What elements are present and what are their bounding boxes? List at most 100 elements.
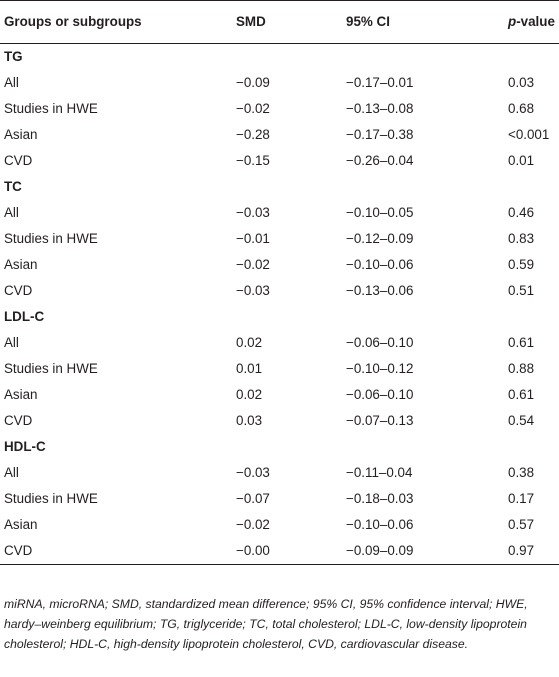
table-body: TG All −0.09 −0.17–0.01 0.03 Studies in HWE −0… — [0, 44, 559, 565]
ci-cell: −0.13–0.06 — [346, 283, 414, 298]
smd-cell: −0.02 — [236, 517, 270, 532]
header-pvalue-rest: -value — [516, 14, 555, 29]
pvalue-cell: 0.46 — [508, 205, 535, 220]
group-label: TC — [4, 179, 22, 194]
table-header: Groups or subgroups SMD 95% CI p-value — [0, 0, 559, 44]
pvalue-cell: 0.03 — [508, 75, 535, 90]
pvalue-cell: 0.51 — [508, 283, 535, 298]
subgroup-cell: CVD — [0, 538, 236, 565]
pvalue-cell: 0.01 — [508, 153, 535, 168]
table-row: Studies in HWE −0.01 −0.12–0.09 0.83 — [0, 226, 559, 252]
group-row-empty-cell — [346, 44, 508, 71]
header-pvalue-italic: p — [508, 14, 517, 29]
results-table: Groups or subgroups SMD 95% CI p-value T… — [0, 0, 559, 565]
pvalue-cell: 0.83 — [508, 231, 535, 246]
ci-cell: −0.06–0.10 — [346, 335, 414, 350]
smd-cell: −0.03 — [236, 205, 270, 220]
pvalue-cell: 0.54 — [508, 413, 535, 428]
smd-cell: 0.01 — [236, 361, 263, 376]
table-row: Asian −0.02 −0.10–0.06 0.57 — [0, 512, 559, 538]
pvalue-cell: 0.17 — [508, 491, 535, 506]
pvalue-cell: <0.001 — [508, 127, 550, 142]
table-footnote: miRNA, microRNA; SMD, standardized mean … — [4, 597, 528, 651]
pvalue-cell: 0.38 — [508, 465, 535, 480]
subgroup-cell: All — [4, 75, 19, 90]
ci-cell: −0.10–0.06 — [346, 257, 414, 272]
ci-cell: −0.11–0.04 — [346, 465, 413, 480]
smd-cell: −0.07 — [236, 491, 270, 506]
smd-cell: 0.03 — [236, 413, 263, 428]
table-row: CVD 0.03 −0.07–0.13 0.54 — [0, 408, 559, 434]
smd-cell: −0.28 — [236, 127, 270, 142]
ci-cell: −0.10–0.12 — [346, 361, 414, 376]
subgroup-cell: All — [4, 205, 19, 220]
subgroup-cell: CVD — [4, 283, 33, 298]
table-row: Studies in HWE −0.02 −0.13–0.08 0.68 — [0, 96, 559, 122]
group-row-empty-cell — [236, 434, 346, 460]
ci-cell: −0.26–0.04 — [346, 153, 414, 168]
group-label: TG — [4, 49, 23, 64]
pvalue-cell: 0.61 — [508, 335, 535, 350]
pvalue-cell: 0.59 — [508, 257, 535, 272]
table-row: CVD −0.15 −0.26–0.04 0.01 — [0, 148, 559, 174]
ci-cell: −0.12–0.09 — [346, 231, 414, 246]
group-row-empty-cell — [236, 44, 346, 71]
group-row: TG — [0, 44, 559, 71]
smd-cell: 0.02 — [236, 335, 263, 350]
table-row: All −0.03 −0.11–0.04 0.38 — [0, 460, 559, 486]
header-groups: Groups or subgroups — [0, 0, 236, 44]
ci-cell: −0.13–0.08 — [346, 101, 414, 116]
table-row: Studies in HWE −0.07 −0.18–0.03 0.17 — [0, 486, 559, 512]
ci-cell: −0.09–0.09 — [346, 538, 508, 565]
ci-cell: −0.07–0.13 — [346, 413, 414, 428]
subgroup-cell: All — [4, 335, 19, 350]
subgroup-cell: Asian — [4, 127, 38, 142]
header-pvalue: p-value — [508, 0, 559, 44]
table-row: Asian −0.02 −0.10–0.06 0.59 — [0, 252, 559, 278]
header-smd: SMD — [236, 0, 346, 44]
group-row-empty-cell — [236, 174, 346, 200]
group-row: TC — [0, 174, 559, 200]
smd-cell: −0.09 — [236, 75, 270, 90]
ci-cell: −0.10–0.05 — [346, 205, 414, 220]
group-row-empty-cell — [508, 44, 559, 71]
smd-cell: −0.03 — [236, 283, 270, 298]
smd-cell: −0.01 — [236, 231, 270, 246]
group-row-empty-cell — [508, 304, 559, 330]
pvalue-cell: 0.88 — [508, 361, 535, 376]
table-row: All 0.02 −0.06–0.10 0.61 — [0, 330, 559, 356]
ci-cell: −0.18–0.03 — [346, 491, 414, 506]
group-label: LDL-C — [4, 309, 45, 324]
smd-cell: −0.00 — [236, 538, 346, 565]
subgroup-cell: Asian — [4, 257, 38, 272]
subgroup-cell: Studies in HWE — [4, 231, 98, 246]
pvalue-cell: 0.97 — [508, 538, 559, 565]
ci-cell: −0.17–0.01 — [346, 75, 414, 90]
table-row: Studies in HWE 0.01 −0.10–0.12 0.88 — [0, 356, 559, 382]
subgroup-cell: Asian — [4, 387, 38, 402]
smd-cell: −0.02 — [236, 101, 270, 116]
subgroup-cell: CVD — [4, 153, 33, 168]
pvalue-cell: 0.57 — [508, 517, 535, 532]
group-row-empty-cell — [236, 304, 346, 330]
subgroup-cell: CVD — [4, 413, 33, 428]
smd-cell: −0.15 — [236, 153, 270, 168]
table-row: All −0.03 −0.10–0.05 0.46 — [0, 200, 559, 226]
group-row-empty-cell — [508, 174, 559, 200]
group-row: LDL-C — [0, 304, 559, 330]
subgroup-cell: Studies in HWE — [4, 101, 98, 116]
smd-cell: 0.02 — [236, 387, 263, 402]
pvalue-cell: 0.61 — [508, 387, 535, 402]
ci-cell: −0.10–0.06 — [346, 517, 414, 532]
ci-cell: −0.06–0.10 — [346, 387, 414, 402]
table-row: Asian 0.02 −0.06–0.10 0.61 — [0, 382, 559, 408]
group-row-empty-cell — [346, 174, 508, 200]
smd-cell: −0.02 — [236, 257, 270, 272]
group-row-empty-cell — [346, 434, 508, 460]
smd-cell: −0.03 — [236, 465, 270, 480]
table-row: CVD −0.03 −0.13–0.06 0.51 — [0, 278, 559, 304]
subgroup-cell: Studies in HWE — [4, 361, 98, 376]
pvalue-cell: 0.68 — [508, 101, 535, 116]
table-row: Asian −0.28 −0.17–0.38 <0.001 — [0, 122, 559, 148]
